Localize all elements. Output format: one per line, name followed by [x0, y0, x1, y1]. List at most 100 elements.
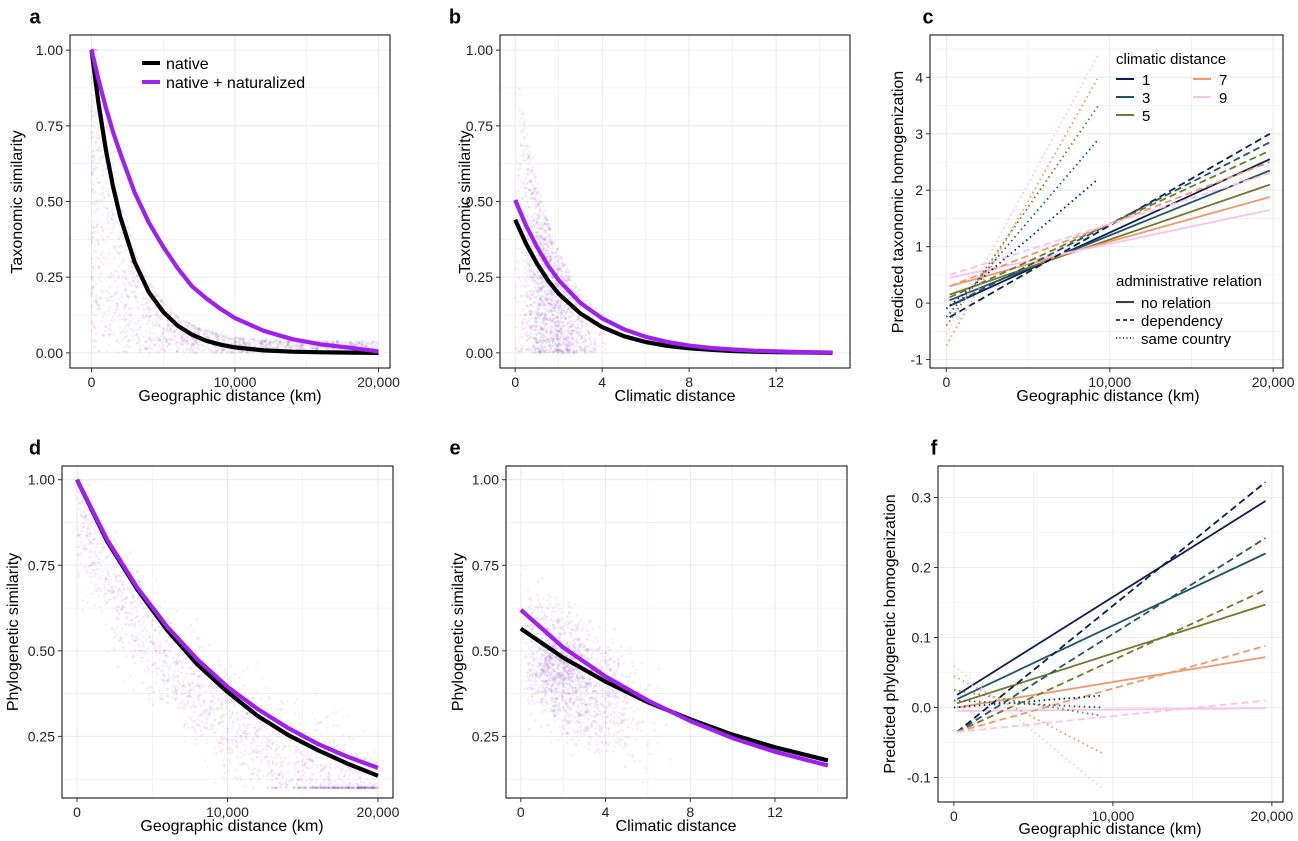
data-point — [294, 712, 297, 715]
data-point — [267, 731, 270, 735]
data-point — [584, 334, 587, 338]
data-point — [94, 121, 97, 124]
data-point — [268, 703, 271, 706]
data-point — [112, 537, 116, 540]
data-point — [93, 249, 97, 252]
data-point — [90, 241, 93, 245]
data-point — [145, 651, 148, 655]
data-point — [202, 723, 206, 727]
data-point — [541, 283, 544, 287]
data-point — [115, 608, 118, 612]
data-point — [166, 331, 170, 334]
data-point — [183, 333, 187, 337]
data-point — [109, 329, 113, 332]
data-point — [150, 347, 153, 350]
data-point — [173, 330, 177, 334]
data-point — [221, 724, 224, 728]
legend-label: 5 — [1142, 108, 1150, 125]
data-point — [107, 332, 111, 336]
data-point — [120, 244, 124, 247]
data-point — [158, 325, 162, 328]
data-point — [544, 329, 548, 332]
data-point — [588, 349, 591, 353]
data-point — [121, 280, 125, 284]
data-point — [260, 344, 263, 348]
data-point — [261, 342, 265, 345]
data-point — [108, 552, 112, 556]
data-point — [591, 339, 594, 342]
data-point — [523, 249, 527, 252]
data-point — [168, 676, 171, 679]
data-point — [154, 661, 157, 664]
data-point — [172, 627, 175, 630]
data-point — [142, 315, 145, 318]
data-point — [117, 236, 120, 240]
data-point — [147, 336, 151, 339]
data-point — [155, 653, 158, 657]
data-point — [144, 275, 148, 278]
data-point — [189, 644, 192, 648]
data-point — [546, 222, 550, 226]
data-point — [520, 347, 524, 351]
data-point — [154, 343, 157, 347]
data-point — [299, 775, 302, 778]
data-point — [251, 718, 254, 721]
data-point — [319, 774, 323, 778]
data-point — [515, 267, 518, 270]
data-point — [206, 336, 210, 339]
data-point — [98, 147, 101, 150]
data-point — [229, 337, 233, 341]
data-point — [274, 763, 278, 767]
data-point — [107, 211, 111, 214]
data-point — [91, 149, 95, 152]
data-point — [279, 716, 282, 719]
data-point — [546, 294, 550, 298]
data-point — [145, 347, 148, 351]
data-point — [520, 248, 524, 251]
data-point — [221, 692, 224, 696]
data-point — [294, 724, 297, 728]
data-point — [160, 645, 163, 649]
data-point — [102, 334, 106, 338]
data-point — [172, 337, 176, 341]
data-point — [265, 338, 269, 341]
data-point — [314, 347, 317, 351]
data-point — [538, 289, 541, 293]
data-point — [536, 289, 539, 293]
data-point — [137, 643, 140, 646]
data-point — [186, 694, 190, 698]
data-point — [119, 244, 122, 248]
data-point — [252, 351, 255, 354]
data-point — [568, 316, 571, 319]
data-point — [542, 245, 546, 248]
data-point — [212, 351, 216, 355]
data-point — [537, 283, 541, 286]
data-point — [300, 779, 304, 782]
data-point — [131, 284, 134, 288]
data-point — [128, 345, 131, 349]
data-point — [120, 331, 124, 334]
data-point — [121, 318, 125, 321]
data-point — [90, 292, 94, 296]
data-point — [99, 145, 102, 149]
data-point — [547, 271, 551, 275]
data-point — [96, 133, 100, 136]
data-point — [342, 746, 345, 749]
data-point — [142, 649, 146, 653]
data-point — [170, 339, 173, 342]
data-point — [355, 340, 358, 344]
data-point — [126, 587, 130, 591]
data-point — [106, 216, 109, 219]
data-point — [112, 273, 116, 277]
data-point — [90, 270, 94, 274]
data-point — [584, 322, 588, 326]
data-point — [107, 221, 111, 224]
data-point — [166, 344, 169, 348]
data-point — [193, 710, 196, 714]
data-point — [243, 749, 247, 752]
data-point — [543, 296, 547, 299]
data-point — [148, 318, 151, 322]
legend-title: administrative relation — [1116, 273, 1262, 290]
data-point — [241, 722, 245, 725]
data-point — [137, 319, 141, 323]
